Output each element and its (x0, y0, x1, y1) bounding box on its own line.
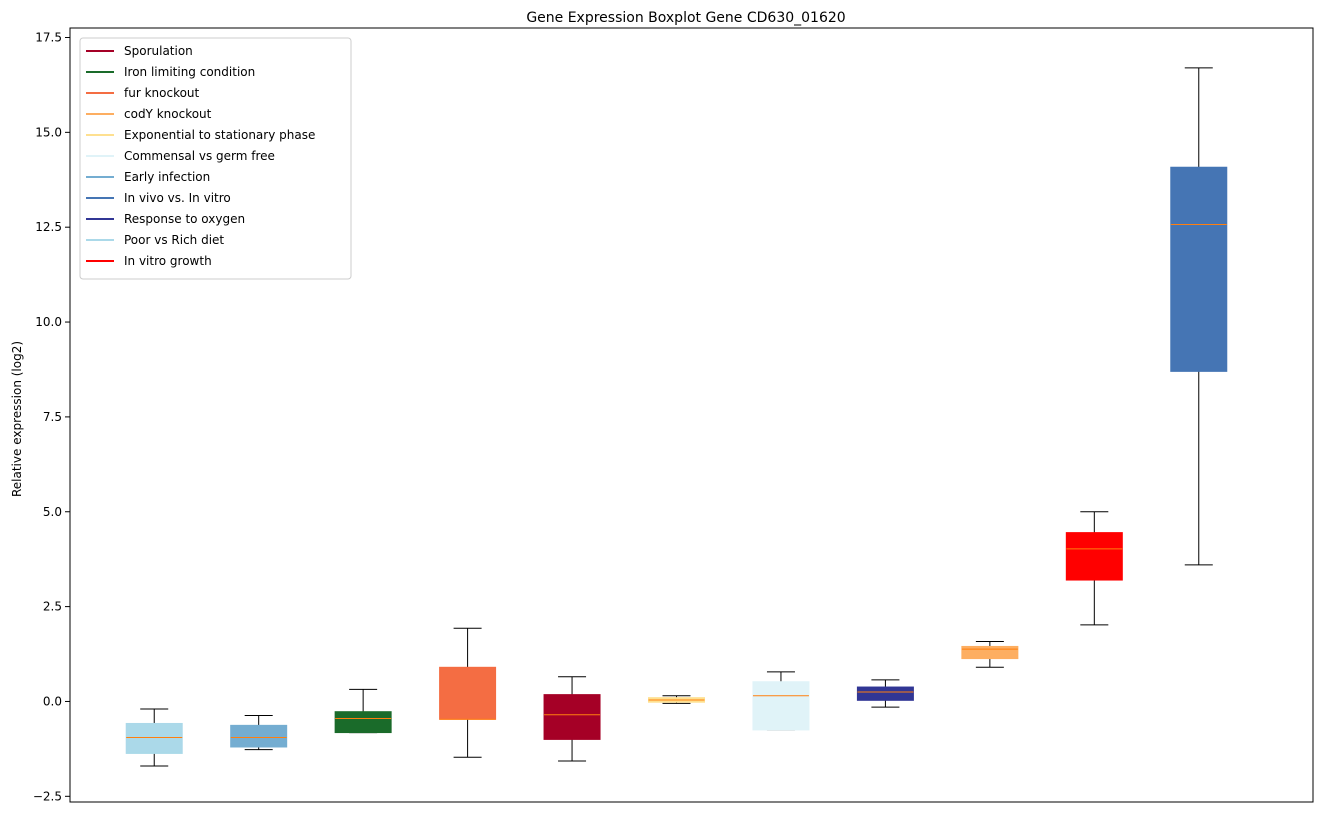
legend-item: Early infection (86, 170, 210, 184)
legend-item: Exponential to stationary phase (86, 128, 315, 142)
legend: Sporulation Iron limiting condition fur kn… (79, 37, 352, 280)
box-10 (1065, 511, 1123, 626)
box-3 (334, 688, 392, 734)
box-body (125, 722, 183, 754)
y-tick-label: −2.5 (33, 789, 62, 803)
legend-item: Sporulation (86, 44, 193, 58)
box-2 (230, 714, 288, 751)
legend-item: fur knockout (86, 86, 200, 100)
legend-item: In vitro growth (86, 254, 212, 268)
box-body (1065, 532, 1123, 581)
legend-label: Exponential to stationary phase (124, 128, 315, 142)
y-tick-label: 17.5 (35, 30, 62, 44)
y-tick-label: 0.0 (43, 694, 62, 708)
legend-label: In vitro growth (124, 254, 212, 268)
legend-item: Iron limiting condition (86, 65, 255, 79)
legend-label: fur knockout (124, 86, 200, 100)
box-5 (543, 676, 601, 762)
plot-frame (69, 27, 1314, 803)
legend-label: Early infection (124, 170, 210, 184)
box-6 (648, 695, 705, 704)
legend-label: Commensal vs germ free (124, 149, 275, 163)
legend-label: Poor vs Rich diet (124, 233, 224, 247)
legend-label: Iron limiting condition (124, 65, 255, 79)
box-body (334, 711, 392, 734)
legend-frame (79, 37, 352, 280)
legend-item: Poor vs Rich diet (86, 233, 224, 247)
y-tick-label: 10.0 (35, 315, 62, 329)
y-tick-label: 7.5 (43, 410, 62, 424)
box-body (752, 681, 810, 731)
y-tick-label: 5.0 (43, 505, 62, 519)
box-body (1170, 166, 1228, 372)
legend-item: Commensal vs germ free (86, 149, 275, 163)
box-body (439, 666, 497, 720)
y-tick-label: 12.5 (35, 220, 62, 234)
box-4 (439, 627, 497, 758)
box-11 (1170, 67, 1228, 566)
legend-item: Response to oxygen (86, 212, 245, 226)
box-9 (961, 641, 1019, 668)
y-tick-label: 15.0 (35, 125, 62, 139)
y-axis: −2.5 0.0 2.5 5.0 7.5 10.0 12.5 15.0 17.5 (33, 30, 70, 803)
chart-title: Gene Expression Boxplot Gene CD630_01620 (526, 10, 845, 26)
box-body (230, 724, 288, 748)
boxes-layer (125, 67, 1228, 767)
box-body (856, 686, 914, 701)
box-1 (125, 708, 183, 767)
box-7 (752, 671, 810, 731)
legend-item: In vivo vs. In vitro (86, 191, 231, 205)
legend-label: Response to oxygen (124, 212, 245, 226)
legend-label: codY knockout (124, 107, 212, 121)
y-tick-label: 2.5 (43, 600, 62, 614)
y-axis-label: Relative expression (log2) (10, 341, 24, 497)
box-body (543, 694, 601, 740)
legend-label: In vivo vs. In vitro (124, 191, 231, 205)
box-body (961, 645, 1019, 660)
box-8 (856, 679, 914, 708)
legend-item: codY knockout (86, 107, 212, 121)
legend-label: Sporulation (124, 44, 193, 58)
